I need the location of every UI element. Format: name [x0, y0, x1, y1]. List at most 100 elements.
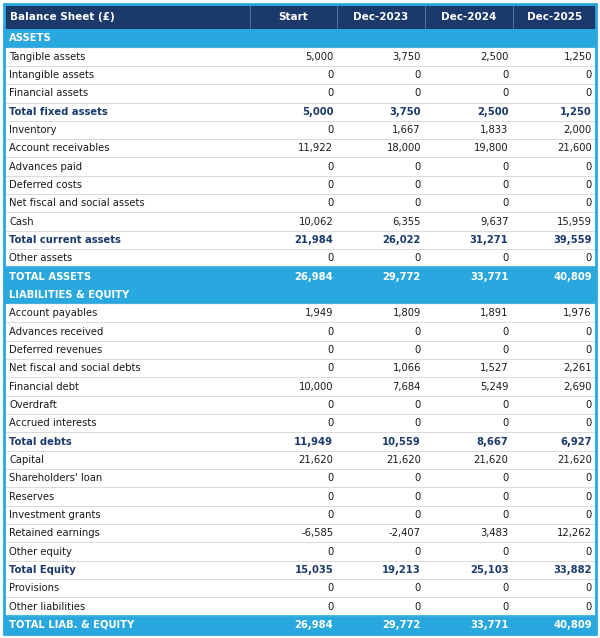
- Text: 0: 0: [415, 510, 421, 520]
- Text: 0: 0: [502, 602, 509, 611]
- Text: 12,262: 12,262: [557, 528, 592, 538]
- Bar: [4, 267, 596, 286]
- Text: Dec-2024: Dec-2024: [441, 11, 496, 22]
- Text: 40,809: 40,809: [553, 620, 592, 630]
- Text: Balance Sheet (£): Balance Sheet (£): [10, 11, 115, 22]
- Text: 0: 0: [415, 419, 421, 428]
- Text: 1,891: 1,891: [480, 308, 509, 318]
- Text: 0: 0: [415, 602, 421, 611]
- Text: 21,600: 21,600: [557, 144, 592, 153]
- Text: Financial assets: Financial assets: [9, 88, 88, 98]
- Text: Financial debt: Financial debt: [9, 382, 79, 392]
- Text: 0: 0: [327, 70, 333, 80]
- Text: 1,949: 1,949: [305, 308, 333, 318]
- Text: 19,800: 19,800: [474, 144, 509, 153]
- Bar: [4, 139, 596, 158]
- Text: 10,000: 10,000: [299, 382, 333, 392]
- Text: Retained earnings: Retained earnings: [9, 528, 100, 538]
- Text: 1,066: 1,066: [392, 363, 421, 373]
- Text: TOTAL LIAB. & EQUITY: TOTAL LIAB. & EQUITY: [9, 620, 134, 630]
- Text: 5,000: 5,000: [302, 107, 333, 117]
- Text: 21,984: 21,984: [295, 235, 333, 245]
- Text: 15,035: 15,035: [295, 565, 333, 575]
- Text: 0: 0: [415, 327, 421, 337]
- Text: 1,250: 1,250: [560, 107, 592, 117]
- Text: 0: 0: [415, 547, 421, 556]
- Bar: [4, 322, 596, 341]
- Text: 2,500: 2,500: [477, 107, 509, 117]
- Bar: [4, 524, 596, 542]
- Bar: [4, 29, 596, 47]
- Text: 0: 0: [586, 491, 592, 501]
- Bar: [4, 450, 596, 469]
- Text: Inventory: Inventory: [9, 125, 56, 135]
- Text: 0: 0: [415, 70, 421, 80]
- Text: 0: 0: [502, 473, 509, 483]
- Text: 33,771: 33,771: [470, 272, 509, 281]
- Text: 0: 0: [415, 88, 421, 98]
- Text: 1,833: 1,833: [480, 125, 509, 135]
- Bar: [4, 286, 596, 304]
- Text: 9,637: 9,637: [480, 217, 509, 226]
- Bar: [4, 212, 596, 231]
- Text: 0: 0: [415, 473, 421, 483]
- Text: 3,750: 3,750: [392, 52, 421, 62]
- Text: 0: 0: [586, 547, 592, 556]
- Text: 29,772: 29,772: [383, 272, 421, 281]
- Text: 39,559: 39,559: [554, 235, 592, 245]
- Text: Capital: Capital: [9, 455, 44, 465]
- Text: 7,684: 7,684: [392, 382, 421, 392]
- Text: TOTAL ASSETS: TOTAL ASSETS: [9, 272, 91, 281]
- Bar: [4, 469, 596, 487]
- Text: Other liabilities: Other liabilities: [9, 602, 85, 611]
- Text: 6,927: 6,927: [560, 436, 592, 447]
- Text: Account receivables: Account receivables: [9, 144, 110, 153]
- Text: 1,809: 1,809: [392, 308, 421, 318]
- Bar: [4, 4, 596, 29]
- Text: 0: 0: [586, 161, 592, 172]
- Text: 0: 0: [586, 198, 592, 209]
- Text: Other assets: Other assets: [9, 253, 72, 263]
- Bar: [4, 359, 596, 378]
- Text: Cash: Cash: [9, 217, 34, 226]
- Text: Dec-2023: Dec-2023: [353, 11, 409, 22]
- Text: 8,667: 8,667: [477, 436, 509, 447]
- Text: LIABILITIES & EQUITY: LIABILITIES & EQUITY: [9, 290, 129, 300]
- Text: 0: 0: [327, 473, 333, 483]
- Text: 1,527: 1,527: [480, 363, 509, 373]
- Text: 2,690: 2,690: [563, 382, 592, 392]
- Text: 5,000: 5,000: [305, 52, 333, 62]
- Text: 19,213: 19,213: [382, 565, 421, 575]
- Text: Deferred costs: Deferred costs: [9, 180, 82, 190]
- Text: 0: 0: [502, 88, 509, 98]
- Text: 33,882: 33,882: [554, 565, 592, 575]
- Text: 0: 0: [327, 363, 333, 373]
- Text: 0: 0: [415, 253, 421, 263]
- Text: 6,355: 6,355: [392, 217, 421, 226]
- Text: 0: 0: [502, 327, 509, 337]
- Text: 25,103: 25,103: [470, 565, 509, 575]
- Text: 0: 0: [502, 583, 509, 593]
- Text: 26,984: 26,984: [295, 272, 333, 281]
- Bar: [4, 433, 596, 450]
- Text: 0: 0: [586, 70, 592, 80]
- Text: 0: 0: [327, 88, 333, 98]
- Bar: [4, 194, 596, 212]
- Text: 0: 0: [327, 125, 333, 135]
- Bar: [4, 396, 596, 414]
- Text: Deferred revenues: Deferred revenues: [9, 345, 102, 355]
- Text: Net fiscal and social assets: Net fiscal and social assets: [9, 198, 145, 209]
- Text: 0: 0: [586, 510, 592, 520]
- Text: 0: 0: [327, 602, 333, 611]
- Text: 1,667: 1,667: [392, 125, 421, 135]
- Bar: [4, 66, 596, 84]
- Text: 0: 0: [502, 253, 509, 263]
- Text: Intangible assets: Intangible assets: [9, 70, 94, 80]
- Text: 3,483: 3,483: [481, 528, 509, 538]
- Text: Shareholders' loan: Shareholders' loan: [9, 473, 102, 483]
- Text: 1,250: 1,250: [563, 52, 592, 62]
- Text: Investment grants: Investment grants: [9, 510, 101, 520]
- Text: 0: 0: [502, 547, 509, 556]
- Text: 0: 0: [327, 253, 333, 263]
- Text: 0: 0: [327, 161, 333, 172]
